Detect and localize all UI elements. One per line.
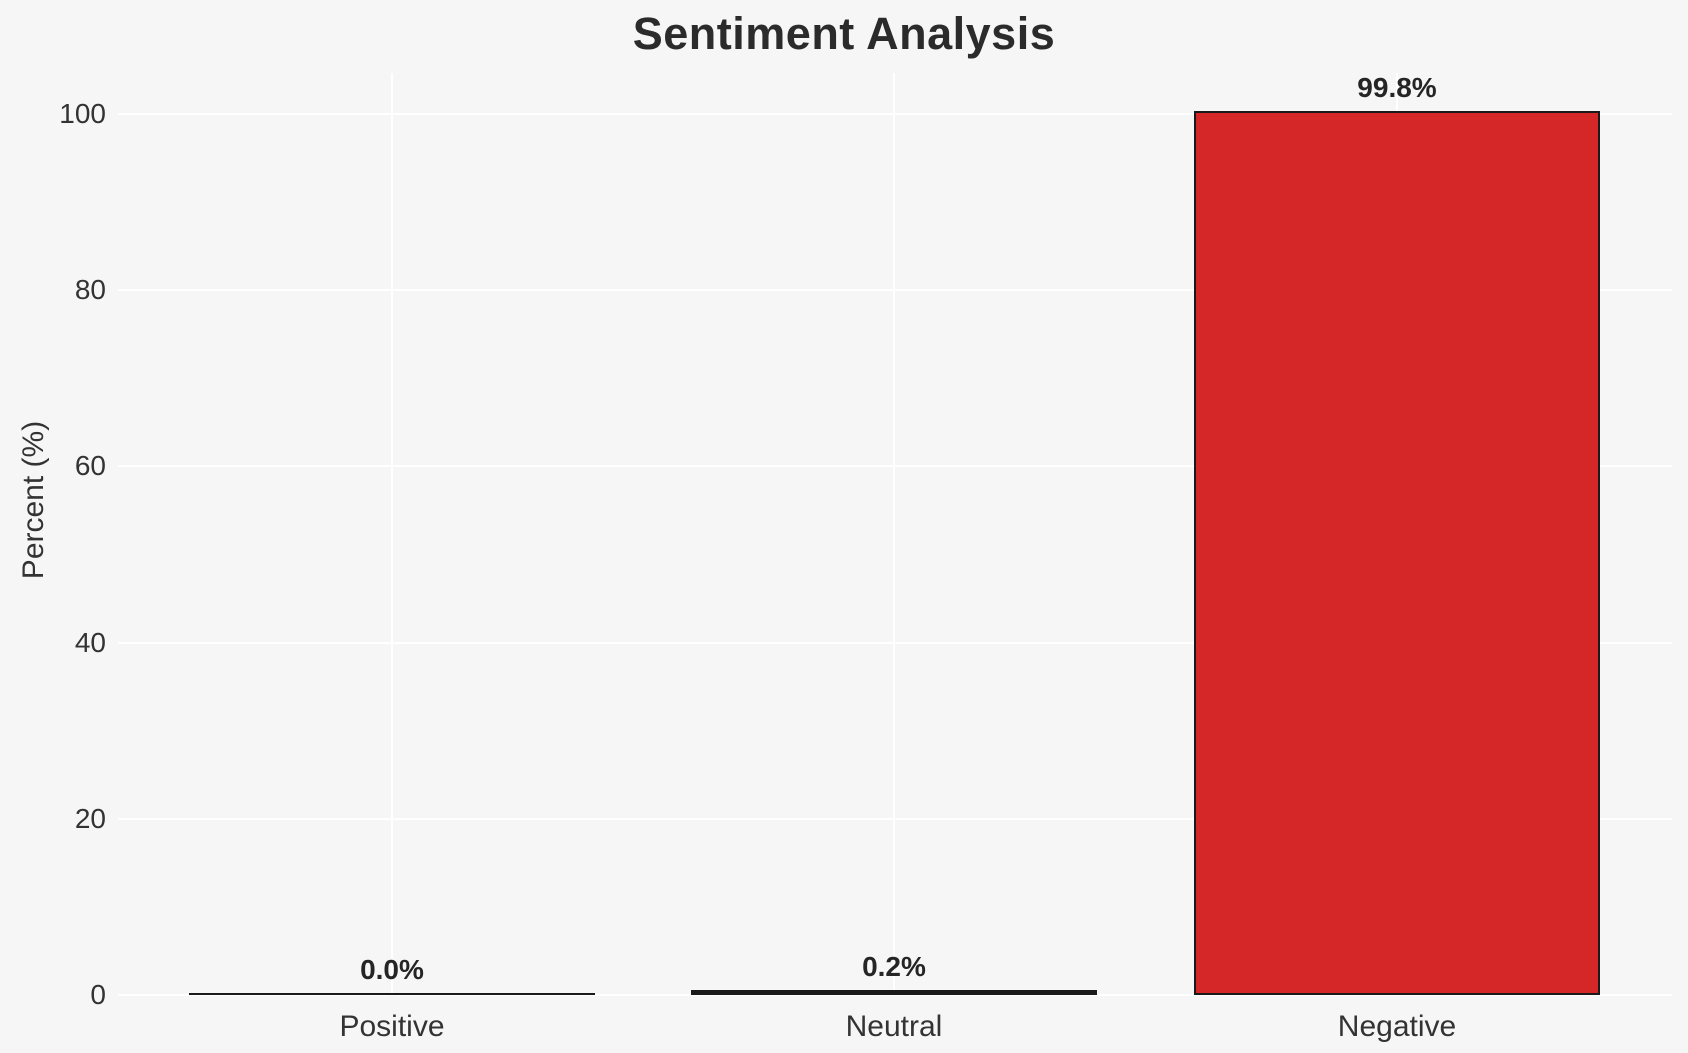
y-axis-tick-label: 100 [59,98,106,129]
horizontal-gridline [118,817,1672,820]
bar-negative [1194,110,1600,995]
value-label-positive: 0.0% [360,954,424,985]
y-axis-label: Percent (%) [17,420,50,580]
vertical-gridline [893,73,895,995]
y-axis-tick-label: 60 [74,450,106,482]
value-label-negative: 99.8% [1357,71,1437,103]
y-axis-tick-label: 40 [74,626,106,658]
bar-neutral [691,990,1097,995]
horizontal-gridline [118,113,1672,115]
y-axis-tick-label: 80 [74,274,106,306]
x-tick-label-neutral: Neutral [845,1010,943,1043]
horizontal-gridline [118,465,1672,468]
horizontal-gridline [118,289,1672,292]
y-axis-tick-label: 20 [74,802,106,834]
x-tick-label-positive: Positive [339,1010,445,1043]
horizontal-gridline [118,641,1672,644]
vertical-gridline [391,73,393,995]
y-axis-tick-label: 0 [90,979,106,1010]
value-label-neutral: 0.2% [862,951,926,982]
bar-positive [189,993,595,995]
chart-title: Sentiment Analysis [632,8,1056,59]
horizontal-gridline [118,994,1672,996]
x-tick-label-negative: Negative [1337,1010,1457,1043]
